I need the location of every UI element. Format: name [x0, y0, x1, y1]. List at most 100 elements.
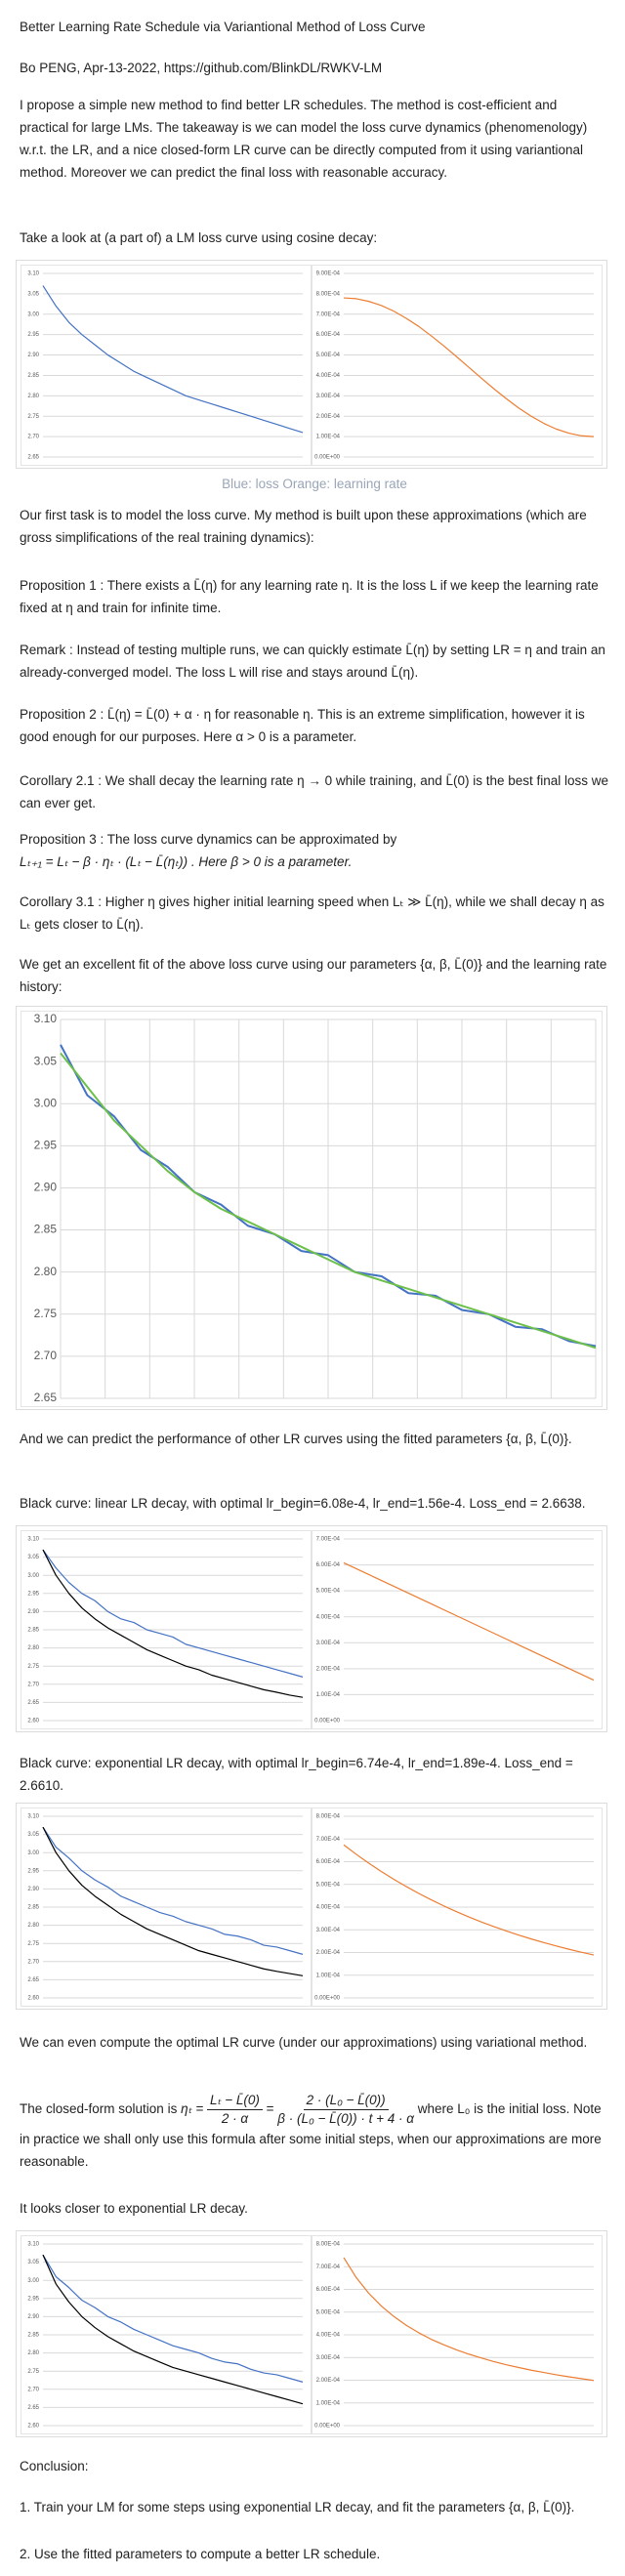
- y-tick-label: 2.75: [27, 414, 39, 420]
- y-tick-label: 2.90: [27, 2314, 39, 2320]
- y-tick-label: 5.00E-04: [316, 1882, 341, 1888]
- heading: Conclusion:: [20, 2459, 89, 2473]
- series-line: [343, 1561, 595, 1682]
- series-line: [343, 2257, 595, 2382]
- y-tick-label: 3.00E-04: [316, 1641, 341, 1646]
- list-item: 2. Use the fitted parameters to compute …: [20, 2547, 381, 2561]
- y-tick-label: 3.05: [27, 1555, 39, 1560]
- loss-chart: 2.60 2.65 2.70 2.75 2.80 2.85 2.90 2.95 3.00 3.05…: [21, 2235, 312, 2434]
- y-tick-label: 2.90: [27, 1609, 39, 1615]
- series-line: [42, 285, 304, 434]
- paragraph: It looks closer to exponential LR decay.: [20, 2201, 248, 2216]
- y-tick-label: 2.95: [27, 1868, 39, 1874]
- lr-chart: 0.00E+00 1.00E-04 2.00E-04 3.00E-04 4.00E-04…: [312, 2235, 603, 2434]
- y-tick-label: 8.00E-04: [316, 291, 341, 297]
- y-tick-label: 2.60: [27, 1996, 39, 2002]
- y-tick-label: 2.00E-04: [316, 2378, 341, 2384]
- y-tick-label: 3.00E-04: [316, 394, 341, 399]
- intro-paragraph: I propose a simple new method to find be…: [20, 98, 588, 180]
- series-line: [42, 1549, 304, 1678]
- y-tick-label: 3.00: [27, 312, 39, 317]
- y-tick-label: 4.00E-04: [316, 1614, 341, 1620]
- y-tick-label: 2.85: [27, 2333, 39, 2339]
- y-tick-label: 1.00E-04: [316, 2400, 341, 2406]
- paragraph: And we can predict the performance of ot…: [20, 1432, 572, 1446]
- series-line: [343, 297, 595, 437]
- y-tick-label: 3.00: [27, 2278, 39, 2284]
- doc-title: Better Learning Rate Schedule via Varian…: [20, 20, 426, 34]
- y-tick-label: 3.00: [27, 1573, 39, 1579]
- y-tick-label: 2.70: [27, 2387, 39, 2392]
- y-tick-label: 7.00E-04: [316, 1537, 341, 1543]
- y-tick-label: 2.80: [27, 1923, 39, 1929]
- y-tick-label: 3.10: [27, 271, 39, 277]
- numerator: Lₜ − L̄(0): [206, 2092, 263, 2110]
- author-line: Bo PENG, Apr-13-2022, https://github.com…: [20, 61, 383, 75]
- y-tick-label: 2.70: [27, 1682, 39, 1687]
- y-tick-label: 2.80: [27, 2350, 39, 2356]
- y-tick-label: 2.95: [34, 1139, 58, 1152]
- y-tick-label: 2.95: [27, 2296, 39, 2302]
- y-tick-label: 5.00E-04: [316, 353, 341, 358]
- y-tick-label: 8.00E-04: [316, 1814, 341, 1820]
- proposition: Proposition 1 : There exists a L̄(η) for…: [20, 578, 599, 615]
- figure: 2.60 2.65 2.70 2.75 2.80 2.85 2.90 2.95 3.00 3.05…: [16, 1525, 607, 1732]
- series-line: [42, 1549, 304, 1698]
- y-tick-label: 2.00E-04: [316, 414, 341, 420]
- series-line: [60, 1052, 597, 1350]
- denominator: 2 · α: [221, 2111, 249, 2126]
- y-tick-label: 0.00E+00: [314, 455, 341, 461]
- lr-chart: 0.00E+00 1.00E-04 2.00E-04 3.00E-04 4.00E-04…: [312, 1807, 603, 2007]
- y-tick-label: 2.85: [34, 1223, 58, 1236]
- y-tick-label: 2.85: [27, 1905, 39, 1911]
- y-tick-label: 3.05: [27, 2260, 39, 2265]
- y-tick-label: 2.70: [27, 1959, 39, 1965]
- text: where L₀ is the initial loss. Note in pr…: [20, 2101, 602, 2169]
- series-line: [42, 2254, 304, 2383]
- loss-chart: 2.60 2.65 2.70 2.75 2.80 2.85 2.90 2.95 3.00 3.05…: [21, 1530, 312, 1729]
- lr-chart: 0.00E+00 1.00E-04 2.00E-04 3.00E-04 4.00E-04…: [312, 1530, 603, 1729]
- equals: =: [266, 2101, 274, 2117]
- y-tick-label: 6.00E-04: [316, 332, 341, 338]
- y-tick-label: 6.00E-04: [316, 2287, 341, 2293]
- y-tick-label: 3.05: [27, 1832, 39, 1838]
- series-line: [60, 1044, 597, 1348]
- y-tick-label: 2.75: [27, 1664, 39, 1670]
- text: The closed-form solution is: [20, 2101, 178, 2117]
- figure: 2.65 2.70 2.75 2.80 2.85 2.90 2.95 3.00 3.05 3.10…: [16, 260, 607, 469]
- y-tick-label: 3.10: [27, 1814, 39, 1820]
- y-tick-label: 5.00E-04: [316, 1589, 341, 1595]
- figure: 2.60 2.65 2.70 2.75 2.80 2.85 2.90 2.95 3.00 3.05…: [16, 2230, 607, 2437]
- y-tick-label: 2.85: [27, 1628, 39, 1634]
- paragraph: Take a look at (a part of) a LM loss cur…: [20, 230, 378, 245]
- y-tick-label: 3.10: [34, 1012, 58, 1025]
- y-tick-label: 9.00E-04: [316, 271, 341, 277]
- y-tick-label: 2.80: [27, 394, 39, 399]
- y-tick-label: 4.00E-04: [316, 2333, 341, 2339]
- fit-chart: 2.65 2.70 2.75 2.80 2.85 2.90 2.95 3.00 3.05 3.10: [21, 1011, 603, 1407]
- y-tick-label: 3.00E-04: [316, 2355, 341, 2361]
- closed-form-paragraph: The closed-form solution is ηₜ = Lₜ − L̄…: [20, 2092, 609, 2173]
- denominator: β · (L₀ − L̄(0)) · t + 4 · α: [277, 2111, 414, 2126]
- y-tick-label: 1.00E-04: [316, 1692, 341, 1698]
- y-tick-label: 2.60: [27, 2424, 39, 2430]
- y-tick-label: 3.10: [27, 1537, 39, 1543]
- y-tick-label: 2.80: [34, 1265, 58, 1278]
- numerator: 2 · (L₀ − L̄(0)): [303, 2092, 389, 2110]
- paragraph: Black curve: exponential LR decay, with …: [20, 1756, 573, 1793]
- y-tick-label: 1.00E-04: [316, 1973, 341, 1978]
- loss-chart: 2.60 2.65 2.70 2.75 2.80 2.85 2.90 2.95 3.00 3.05…: [21, 1807, 312, 2007]
- y-tick-label: 3.00: [34, 1096, 58, 1109]
- y-tick-label: 2.80: [27, 1645, 39, 1651]
- y-tick-label: 3.10: [27, 2242, 39, 2248]
- corollary: Corollary 3.1 : Higher η gives higher in…: [20, 894, 604, 932]
- y-tick-label: 2.95: [27, 1591, 39, 1597]
- formula: Lₜ₊₁ = Lₜ − β · ηₜ · (Lₜ − L̄(ηₜ)) . Her…: [20, 854, 353, 869]
- y-tick-label: 0.00E+00: [314, 1996, 341, 2002]
- y-tick-label: 2.70: [34, 1349, 58, 1362]
- paragraph: Our first task is to model the loss curv…: [20, 508, 587, 545]
- paragraph: We can even compute the optimal LR curve…: [20, 2035, 588, 2050]
- paragraph: Black curve: linear LR decay, with optim…: [20, 1496, 586, 1511]
- fraction: Lₜ − L̄(0) 2 · α: [206, 2092, 263, 2128]
